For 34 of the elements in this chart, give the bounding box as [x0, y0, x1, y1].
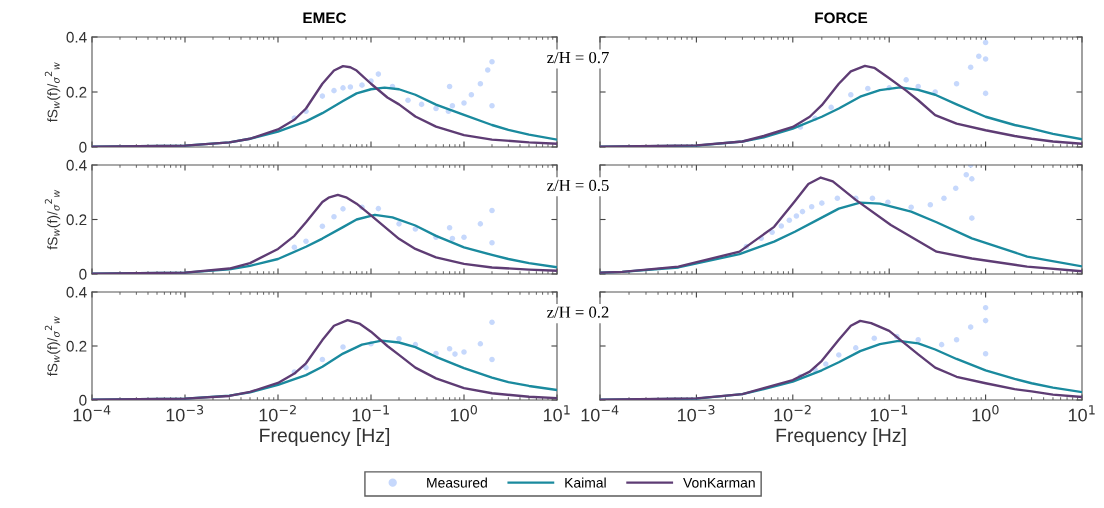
y-tick-label: 0	[79, 268, 87, 280]
x-tick-label: 10$^{−1}$	[352, 405, 389, 422]
x-tick-label: 10$^{−3}$	[678, 404, 715, 422]
y-tick-label: 0.2	[66, 214, 87, 226]
chart-title: EMEC	[303, 12, 347, 24]
y-tick-label: 0.4	[66, 31, 87, 43]
x-axis-title: Frequency [Hz]	[260, 427, 390, 447]
chart-title: FORCE	[815, 12, 868, 24]
y-tick-label: 0.4	[66, 159, 87, 171]
x-tick-label: 10$^{0}$	[450, 404, 478, 422]
x-axis-title: Frequency [Hz]	[776, 427, 906, 447]
x-tick-label: 10$^{−4}$	[73, 405, 111, 422]
y-axis-title: fS$_{w}$(f)/$_{σ}$$^{2}$$_{w}$	[44, 62, 61, 123]
y-tick-label: 0	[79, 141, 87, 153]
x-tick-label: 10$^{−4}$	[581, 405, 619, 422]
y-tick-label: 0.2	[66, 86, 87, 98]
legend-label: Measured	[427, 477, 487, 488]
y-tick-label: 0.2	[66, 340, 87, 352]
x-tick-label: 10$^{−3}$	[166, 404, 204, 422]
y-tick-label: 0	[79, 394, 87, 406]
x-tick-label: 10$^{−1}$	[870, 405, 908, 422]
y-tick-label: 0.4	[66, 286, 87, 298]
legend-label: Kaimal	[565, 477, 606, 488]
legend-label: VonKarman	[683, 477, 755, 488]
x-tick-label: 10$^{1}$	[1068, 405, 1095, 422]
x-tick-label: 10$^{1}$	[543, 405, 570, 422]
x-tick-label: 10$^{−2}$	[259, 404, 296, 422]
annotation: z/H = 0.5	[547, 179, 609, 192]
x-tick-label: 10$^{−2}$	[774, 404, 811, 422]
annotation: z/H = 0.2	[547, 306, 609, 318]
y-axis-title: fS$_{w}$(f)/$_{σ}$$^{2}$$_{w}$	[44, 316, 61, 377]
annotation: z/H = 0.7	[547, 51, 609, 64]
x-tick-label: 10$^{0}$	[972, 404, 999, 422]
y-axis-title: fS$_{w}$(f)/$_{σ}$$^{2}$$_{w}$	[44, 189, 61, 250]
